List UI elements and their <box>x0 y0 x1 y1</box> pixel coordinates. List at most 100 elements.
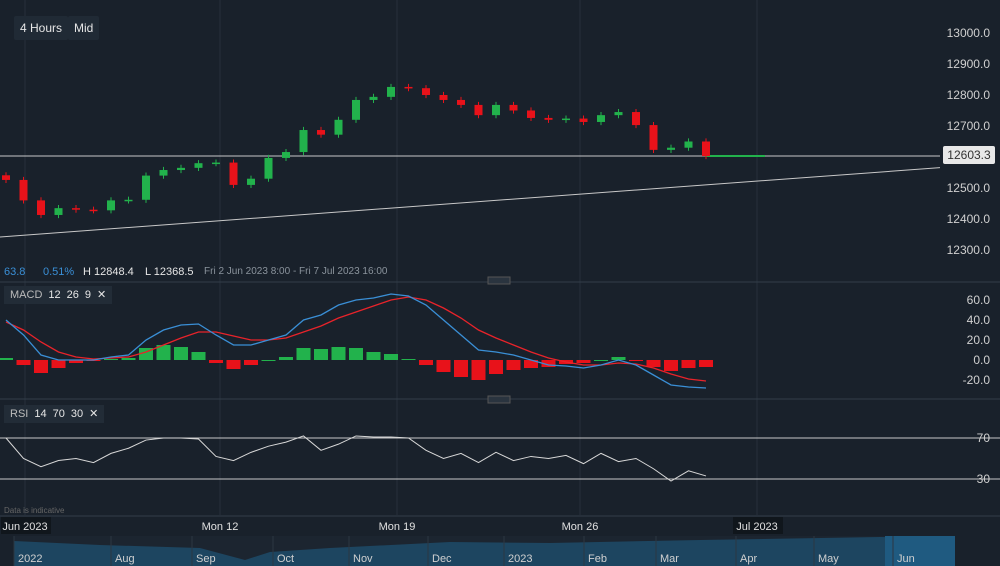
candle <box>229 162 238 185</box>
candle <box>527 110 535 118</box>
macd-histogram-bar <box>699 360 713 367</box>
macd-histogram-bar <box>629 360 643 361</box>
macd-histogram-bar <box>209 360 223 363</box>
y-tick-label: 12800.0 <box>947 88 991 102</box>
candle <box>579 118 588 122</box>
candle <box>352 99 360 120</box>
macd-fast: 12 <box>48 289 61 301</box>
time-axis-label: Mon 12 <box>202 521 239 533</box>
price-type-selector[interactable]: Mid <box>68 16 100 40</box>
candle <box>544 117 553 120</box>
last-price-label: 12603.3 <box>947 148 991 162</box>
macd-histogram-bar <box>541 360 556 367</box>
y-tick-label: 12300.0 <box>947 243 991 257</box>
high-value: H 12848.4 <box>83 266 134 278</box>
macd-histogram-bar <box>436 360 451 372</box>
candle <box>264 157 273 179</box>
macd-histogram-bar <box>261 360 276 361</box>
macd-histogram-bar <box>681 360 696 368</box>
navigator-window[interactable] <box>885 536 955 566</box>
macd-histogram-bar <box>576 360 591 363</box>
y-tick-label: 12700.0 <box>947 119 991 133</box>
navigator-label: Dec <box>432 553 452 565</box>
macd-histogram-bar <box>489 360 503 374</box>
trendline <box>0 167 941 238</box>
candle <box>404 86 413 89</box>
macd-histogram-bar <box>349 348 363 360</box>
navigator-label: Apr <box>740 553 757 565</box>
macd-histogram-bar <box>121 358 136 360</box>
macd-histogram-bar <box>104 359 118 360</box>
navigator-label: May <box>818 553 839 565</box>
macd-y-tick: 0.0 <box>973 353 990 367</box>
navigator-label: Nov <box>353 553 373 565</box>
resize-handle[interactable] <box>487 276 511 285</box>
navigator-label: Sep <box>196 553 216 565</box>
candle <box>54 208 63 215</box>
interval-selector[interactable]: 4 Hours <box>14 16 69 40</box>
candle <box>177 167 185 171</box>
candle <box>702 141 710 157</box>
macd-y-tick: 40.0 <box>967 313 991 327</box>
time-label-bg <box>733 517 783 534</box>
resize-handle[interactable] <box>487 395 511 404</box>
candle <box>212 162 220 165</box>
candle <box>2 175 10 180</box>
last-price-badge <box>943 146 995 164</box>
close-icon[interactable]: ✕ <box>97 289 107 301</box>
candle <box>282 152 290 158</box>
date-range: Fri 2 Jun 2023 8:00 - Fri 7 Jul 2023 16:… <box>204 266 388 277</box>
macd-histogram-bar <box>419 360 433 365</box>
macd-histogram-bar <box>524 360 538 368</box>
candle <box>107 200 115 211</box>
rsi-y-tick: 30 <box>977 472 991 486</box>
macd-histogram-bar <box>646 360 661 367</box>
navigator-label: 2022 <box>18 553 42 565</box>
candle <box>369 96 378 100</box>
y-tick-label: 12500.0 <box>947 181 991 195</box>
close-icon[interactable]: ✕ <box>89 408 99 420</box>
rsi-lower: 30 <box>70 408 84 420</box>
time-axis-label: Jun 2023 <box>2 521 47 533</box>
rsi-period: 14 <box>34 408 47 420</box>
navigator-label: Jun <box>897 553 915 565</box>
macd-histogram-bar <box>314 349 328 360</box>
macd-histogram-bar <box>0 358 13 360</box>
rsi-upper: 70 <box>52 408 65 420</box>
macd-histogram-bar <box>471 360 486 380</box>
macd-histogram-bar <box>191 352 206 360</box>
y-tick-label: 13000.0 <box>947 26 991 40</box>
macd-histogram-bar <box>366 352 381 360</box>
navigator-label: Oct <box>277 553 294 565</box>
candle <box>457 99 465 105</box>
macd-signal: 9 <box>84 289 92 301</box>
change-percent: 0.51% <box>43 266 75 278</box>
macd-histogram-bar <box>226 360 241 369</box>
candle <box>474 104 483 116</box>
candle <box>317 130 325 135</box>
macd-signal-line <box>5 296 707 382</box>
candle <box>72 208 80 210</box>
macd-histogram-bar <box>506 360 521 370</box>
candle <box>142 175 150 200</box>
candle <box>37 200 45 215</box>
macd-histogram-bar <box>296 348 311 360</box>
candle <box>334 119 343 135</box>
macd-histogram-bar <box>664 360 678 371</box>
candle <box>597 115 605 122</box>
y-tick-label: 12900.0 <box>947 57 991 71</box>
macd-title: MACD <box>10 289 43 301</box>
rsi-line <box>5 435 707 482</box>
macd-histogram-bar <box>16 360 31 365</box>
candle <box>124 199 133 202</box>
disclaimer: Data is indicative <box>4 506 65 515</box>
candle <box>684 141 693 148</box>
candle <box>194 163 203 168</box>
candle <box>439 95 448 100</box>
candle <box>159 170 168 176</box>
candle <box>614 112 623 116</box>
candle <box>247 178 255 185</box>
candle <box>19 179 28 201</box>
